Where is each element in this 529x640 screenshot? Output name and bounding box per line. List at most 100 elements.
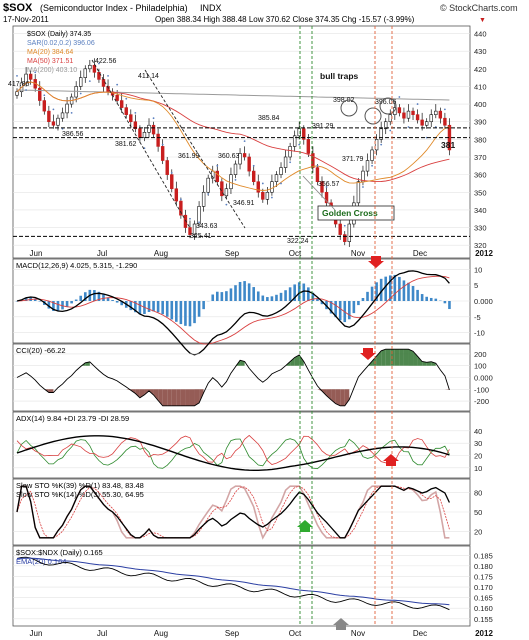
candle-body — [247, 156, 251, 172]
macd-histogram-bar — [247, 283, 251, 301]
macd-histogram-bar — [275, 294, 278, 301]
candle-body — [347, 223, 352, 242]
macd-line — [16, 270, 450, 356]
price-annotation-label: bull traps — [320, 71, 359, 81]
price-annotation-label: 343.63 — [196, 223, 218, 230]
golden-cross-pointer — [302, 175, 336, 211]
price-legend-entry: MA(50) 371.51 — [27, 58, 73, 65]
candle-body — [388, 114, 392, 123]
candle-body — [51, 121, 56, 126]
cci-extreme-fill — [290, 357, 295, 366]
macd-histogram-bar — [184, 301, 187, 326]
macd-histogram-bar — [79, 295, 83, 301]
macd-histogram-bar — [15, 301, 19, 302]
cci-y-tick-label: -200 — [474, 397, 489, 406]
macd-panel: -10 -5 0.000 5 10 MACD(12,26,9) 4.025, 5.315,… — [13, 261, 493, 356]
sar-dot — [107, 74, 109, 77]
candle-body — [188, 227, 192, 235]
ratio-y-tick-label: 0.175 — [474, 572, 493, 581]
candle-body — [406, 110, 411, 119]
ticker-subtitle: (Semiconductor Index - Philadelphia) — [40, 3, 188, 13]
sar-dot — [380, 143, 383, 146]
price-y-tick-label: 330 — [474, 224, 487, 233]
macd-histogram-bar — [97, 291, 101, 301]
sar-dot — [371, 164, 373, 167]
cci-extreme-fill — [331, 389, 336, 404]
sar-dot — [225, 203, 228, 206]
candle-body — [215, 170, 219, 182]
candle-body — [274, 174, 279, 182]
sar-dot — [389, 129, 392, 132]
bull-trap-circle — [340, 99, 358, 117]
sar-dot — [280, 182, 282, 185]
candle-body — [79, 77, 83, 87]
sar-dot — [16, 74, 18, 77]
candle-body — [397, 107, 402, 114]
sar-dot — [189, 217, 191, 220]
sar-dot — [43, 94, 46, 97]
candle-body — [224, 188, 229, 197]
cci-extreme-fill — [340, 389, 345, 406]
sar-dot — [134, 111, 137, 114]
price-y-tick-label: 340 — [474, 206, 487, 215]
sto-y-tick-label: 50 — [474, 508, 482, 517]
red-down-arrow-icon — [360, 348, 376, 360]
price-y-tick-label: 390 — [474, 118, 487, 127]
price-y-tick-label: 420 — [474, 65, 487, 74]
candle-body — [443, 117, 447, 126]
macd-histogram-bar — [329, 301, 333, 314]
macd-histogram-bar — [165, 301, 169, 317]
sar-dot — [207, 193, 210, 195]
macd-histogram-bar — [366, 291, 369, 301]
price-annotation-label: 346.91 — [233, 200, 255, 207]
macd-histogram-bar — [256, 291, 260, 301]
price-annotation-label: 385.84 — [258, 115, 280, 122]
macd-histogram-bar — [425, 296, 428, 301]
sto-y-tick-label: 80 — [474, 489, 482, 498]
candle-body — [42, 100, 47, 112]
candle-body — [338, 223, 342, 235]
price-legend: $SOX (Daily) 374.35 SAR(0.02,0.2) 396.06 M… — [27, 31, 95, 74]
brand-label: © StockCharts.com — [440, 3, 518, 13]
macd-histogram-bar — [188, 301, 192, 327]
red-up-arrow-icon — [383, 454, 399, 466]
chg-down-icon: ▼ — [479, 17, 486, 24]
macd-histogram-bar — [161, 301, 164, 315]
ratio-legend-entry: $SOX:$NDX (Daily) 0.165 — [16, 548, 103, 557]
sto-y-tick-label: 20 — [474, 527, 482, 536]
signal-markers — [297, 256, 399, 630]
price-annotation-label: 381 — [441, 140, 455, 150]
candle-body — [97, 72, 101, 80]
cci-legend-entry: CCI(20) -66.22 — [16, 346, 66, 355]
candle-body — [415, 114, 420, 121]
sar-dot — [362, 186, 364, 188]
candle-body — [438, 110, 443, 119]
sar-dot — [407, 126, 410, 128]
ratio-y-tick-label: 0.185 — [474, 551, 493, 560]
sar-dot — [34, 71, 37, 74]
price-annotation-label: 396.06 — [375, 99, 397, 106]
price-y-tick-labels: 320 330 340 350 360 370 380 390 400 410 420 430 440 — [474, 30, 487, 251]
macd-histogram-bar — [361, 297, 365, 301]
candles — [15, 58, 452, 247]
ratio-line — [16, 556, 450, 611]
price-y-tick-label: 430 — [474, 47, 487, 56]
green-up-arrow-icon — [297, 520, 313, 532]
candle-body — [65, 103, 69, 114]
exchange-label: INDX — [200, 3, 222, 13]
candle-body — [420, 119, 424, 126]
macd-histogram-bar — [179, 301, 183, 325]
candle-body — [429, 114, 433, 123]
sar-dot — [416, 103, 419, 105]
x-tick-label-top: Oct — [289, 249, 302, 258]
candle-body — [252, 170, 256, 182]
sar-dot — [79, 92, 82, 95]
cci-y-tick-label: -100 — [474, 385, 489, 394]
price-annotation-label: 371.79 — [342, 156, 364, 163]
macd-histogram-bar — [429, 297, 433, 301]
price-y-tick-label: 320 — [474, 241, 487, 250]
macd-histogram-bar — [348, 301, 351, 320]
cci-extreme-fill — [426, 361, 432, 366]
